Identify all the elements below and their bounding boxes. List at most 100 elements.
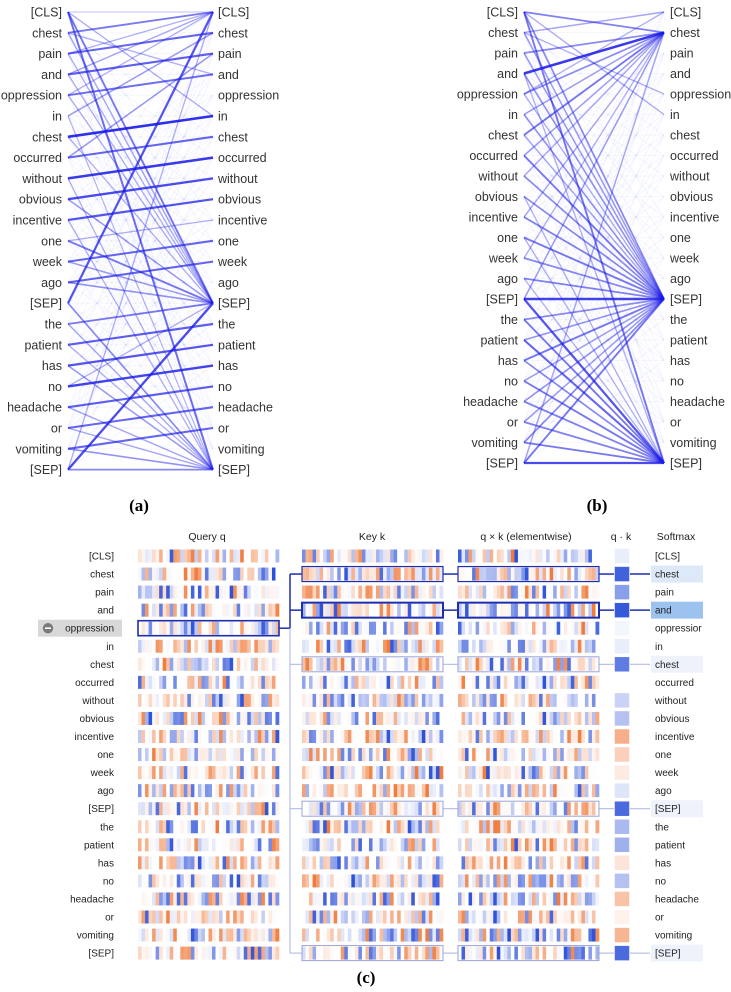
query-token-label[interactable]: in [106, 642, 114, 653]
product-vector-cell [524, 675, 529, 689]
product-vector-cell [514, 892, 519, 906]
query-token-label[interactable]: ago [97, 786, 114, 797]
key-vector-cell [379, 730, 384, 743]
product-vector-cell [472, 639, 476, 653]
query-token-label[interactable]: and [97, 606, 114, 617]
key-vector-cell [379, 820, 384, 834]
product-vector-cell [591, 730, 596, 743]
query-vector-cell [180, 946, 185, 960]
key-vector-cell [383, 748, 387, 762]
key-vector-cell [393, 874, 398, 888]
panel-a-attention-edge [67, 426, 214, 450]
query-token-label[interactable]: obvious [80, 714, 114, 725]
query-token-label[interactable]: has [98, 858, 114, 869]
query-vector-cell [233, 874, 237, 888]
product-vector-cell [528, 820, 533, 834]
query-token-label[interactable]: [CLS] [89, 552, 114, 563]
query-token-label[interactable]: incentive [75, 732, 115, 743]
query-token-label[interactable]: no [103, 876, 115, 887]
query-token-label[interactable]: the [100, 822, 114, 833]
query-vector-cell [271, 802, 276, 816]
query-token-label[interactable]: week [90, 768, 115, 779]
key-vector-cell [421, 802, 426, 816]
product-vector-cell [528, 603, 533, 617]
query-vector-cell [236, 766, 241, 780]
query-token-label[interactable]: chest [90, 570, 114, 581]
panel-b-attention-edge [523, 31, 665, 157]
product-vector-cell [577, 910, 582, 924]
key-vector-cell [439, 766, 444, 780]
key-vector-cell [333, 838, 338, 852]
query-vector-cell [176, 802, 181, 816]
query-vector-cell [152, 567, 156, 581]
query-token-label[interactable]: chest [90, 660, 114, 671]
key-vector-row [302, 820, 444, 834]
query-vector-cell [194, 549, 199, 563]
query-token-label[interactable]: occurred [75, 678, 114, 689]
key-vector-cell [337, 693, 342, 707]
query-vector-cell [183, 892, 188, 906]
query-token-label[interactable]: or [105, 913, 115, 924]
panel-a-faint-edge [67, 115, 214, 325]
product-vector-cell [584, 910, 589, 924]
product-vector-cell [510, 784, 515, 798]
query-vector-cell [173, 856, 178, 870]
product-vector-cell [532, 657, 536, 671]
key-vector-cell [425, 748, 430, 762]
key-vector-cell [421, 621, 426, 635]
product-vector-cell [514, 748, 519, 762]
panel-a-attention-edge [67, 302, 214, 471]
key-vector-cell [393, 766, 398, 780]
query-vector-cell [176, 675, 181, 689]
product-vector-cell [507, 567, 512, 581]
key-vector-cell [404, 549, 409, 563]
product-vector-cell [549, 639, 554, 653]
product-vector-cell [472, 838, 476, 852]
product-vector-cell [553, 838, 557, 852]
key-vector-cell [400, 946, 405, 960]
query-vector-row [138, 693, 280, 707]
query-vector-cell [215, 946, 220, 960]
query-token-label[interactable]: one [97, 750, 114, 761]
product-vector-cell [507, 802, 512, 816]
product-vector-cell [514, 675, 519, 689]
query-token-label[interactable]: [SEP] [88, 804, 114, 815]
query-vector-cell [155, 603, 160, 617]
query-vector-cell [275, 892, 280, 906]
query-vector-cell [148, 621, 153, 635]
query-token-label[interactable]: pain [95, 588, 114, 599]
key-vector-cell [365, 711, 370, 725]
key-vector-cell [407, 928, 412, 942]
key-vector-cell [302, 928, 306, 942]
product-vector-cell [517, 639, 522, 653]
query-token-label[interactable]: vomiting [77, 931, 114, 942]
product-vector-cell [489, 567, 494, 581]
query-token-label[interactable]: patient [84, 840, 114, 851]
softmax-token-label: [SEP] [655, 804, 681, 815]
panel-b-right-token: chest [670, 26, 700, 40]
product-vector-cell [556, 675, 561, 689]
query-token-label[interactable]: [SEP] [88, 949, 114, 960]
key-vector-cell [425, 549, 430, 563]
key-vector-cell [397, 603, 401, 617]
query-vector-cell [162, 621, 167, 635]
product-vector-cell [521, 928, 526, 942]
query-vector-cell [247, 711, 252, 725]
panel-a-attention-edge [67, 156, 214, 180]
query-vector-cell [145, 603, 149, 617]
key-vector-cell [418, 567, 423, 581]
product-vector-cell [528, 639, 533, 653]
product-vector-cell [546, 874, 550, 888]
query-token-label[interactable]: headache [70, 894, 114, 905]
query-token-label[interactable]: oppression [65, 624, 114, 635]
key-vector-cell [340, 784, 345, 798]
panel-a-faint-edge [67, 178, 214, 387]
query-token-label[interactable]: without [81, 696, 114, 707]
product-vector-cell [591, 892, 596, 906]
query-vector-cell [222, 730, 227, 743]
key-vector-cell [432, 711, 437, 725]
panel-b-faint-edge [523, 237, 665, 443]
panel-b-faint-edge [523, 93, 665, 300]
key-vector-cell [326, 748, 331, 762]
query-vector-cell [166, 784, 171, 798]
